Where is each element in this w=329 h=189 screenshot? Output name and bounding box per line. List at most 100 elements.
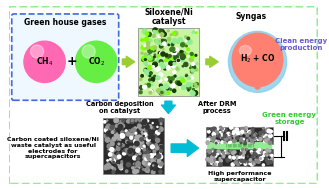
- Circle shape: [120, 127, 123, 130]
- Circle shape: [215, 142, 217, 144]
- Circle shape: [227, 152, 230, 155]
- Circle shape: [227, 160, 228, 162]
- Circle shape: [111, 166, 113, 168]
- Circle shape: [189, 53, 194, 58]
- Circle shape: [209, 136, 210, 137]
- Circle shape: [234, 127, 236, 129]
- Circle shape: [216, 128, 219, 130]
- Circle shape: [132, 171, 134, 173]
- Circle shape: [207, 138, 210, 141]
- Circle shape: [118, 143, 120, 145]
- Circle shape: [158, 35, 161, 38]
- Circle shape: [118, 139, 121, 141]
- Circle shape: [186, 75, 188, 76]
- Circle shape: [133, 142, 136, 145]
- Circle shape: [175, 48, 178, 51]
- Circle shape: [135, 120, 137, 122]
- Circle shape: [252, 128, 254, 130]
- Circle shape: [144, 68, 147, 72]
- Circle shape: [225, 137, 228, 140]
- Circle shape: [144, 163, 145, 165]
- Text: Carbon coated siloxene/Ni
waste catalyst as useful
electrodes for
supercapacitor: Carbon coated siloxene/Ni waste catalyst…: [7, 137, 99, 159]
- Circle shape: [154, 75, 156, 77]
- Circle shape: [158, 165, 160, 167]
- Circle shape: [171, 84, 175, 88]
- Circle shape: [214, 159, 216, 162]
- Circle shape: [143, 150, 146, 153]
- Circle shape: [208, 151, 210, 153]
- Circle shape: [104, 129, 108, 132]
- Circle shape: [216, 153, 219, 155]
- Circle shape: [193, 31, 195, 33]
- Circle shape: [118, 143, 122, 147]
- Circle shape: [243, 149, 246, 152]
- Circle shape: [142, 120, 147, 124]
- Circle shape: [145, 64, 147, 65]
- Circle shape: [147, 41, 150, 45]
- Circle shape: [208, 162, 211, 165]
- Circle shape: [159, 73, 163, 77]
- Circle shape: [220, 160, 222, 162]
- Circle shape: [163, 40, 167, 44]
- Circle shape: [173, 52, 177, 55]
- Circle shape: [167, 30, 169, 32]
- Text: Syngas: Syngas: [235, 12, 266, 21]
- Circle shape: [108, 149, 111, 153]
- Circle shape: [266, 136, 268, 138]
- Circle shape: [186, 45, 187, 47]
- Circle shape: [148, 130, 153, 135]
- Circle shape: [151, 47, 153, 50]
- Circle shape: [145, 84, 146, 85]
- Circle shape: [131, 149, 133, 151]
- Circle shape: [170, 48, 173, 51]
- Circle shape: [236, 128, 239, 131]
- Circle shape: [158, 55, 160, 57]
- Circle shape: [190, 83, 193, 86]
- Circle shape: [110, 159, 111, 160]
- Circle shape: [224, 138, 227, 140]
- Circle shape: [240, 142, 242, 144]
- Circle shape: [126, 140, 129, 143]
- Circle shape: [150, 143, 154, 148]
- Circle shape: [244, 132, 246, 134]
- Circle shape: [232, 156, 235, 159]
- Circle shape: [271, 156, 273, 159]
- Circle shape: [248, 131, 250, 133]
- Circle shape: [160, 149, 163, 152]
- Circle shape: [208, 161, 209, 162]
- Circle shape: [246, 134, 248, 136]
- Circle shape: [135, 143, 138, 146]
- Circle shape: [218, 151, 222, 154]
- Circle shape: [162, 32, 166, 36]
- Circle shape: [160, 33, 164, 36]
- Circle shape: [116, 147, 120, 151]
- Circle shape: [159, 79, 162, 82]
- Circle shape: [174, 75, 176, 77]
- Circle shape: [141, 45, 146, 50]
- Circle shape: [241, 140, 244, 143]
- Circle shape: [147, 142, 151, 146]
- Circle shape: [155, 40, 157, 42]
- Circle shape: [196, 63, 198, 65]
- Circle shape: [222, 156, 224, 158]
- Circle shape: [149, 129, 151, 131]
- Circle shape: [144, 59, 146, 60]
- Circle shape: [159, 60, 163, 63]
- Circle shape: [187, 86, 191, 90]
- Circle shape: [146, 168, 150, 172]
- Circle shape: [159, 41, 161, 42]
- Circle shape: [157, 161, 160, 163]
- FancyBboxPatch shape: [206, 149, 273, 166]
- Circle shape: [115, 125, 118, 127]
- Circle shape: [160, 123, 162, 125]
- Circle shape: [174, 65, 175, 66]
- Circle shape: [266, 157, 267, 159]
- Circle shape: [212, 137, 214, 139]
- Circle shape: [245, 127, 248, 129]
- Circle shape: [121, 161, 123, 163]
- Circle shape: [136, 154, 138, 156]
- Circle shape: [260, 157, 263, 160]
- Circle shape: [161, 123, 163, 125]
- Circle shape: [267, 129, 270, 132]
- FancyBboxPatch shape: [207, 142, 272, 149]
